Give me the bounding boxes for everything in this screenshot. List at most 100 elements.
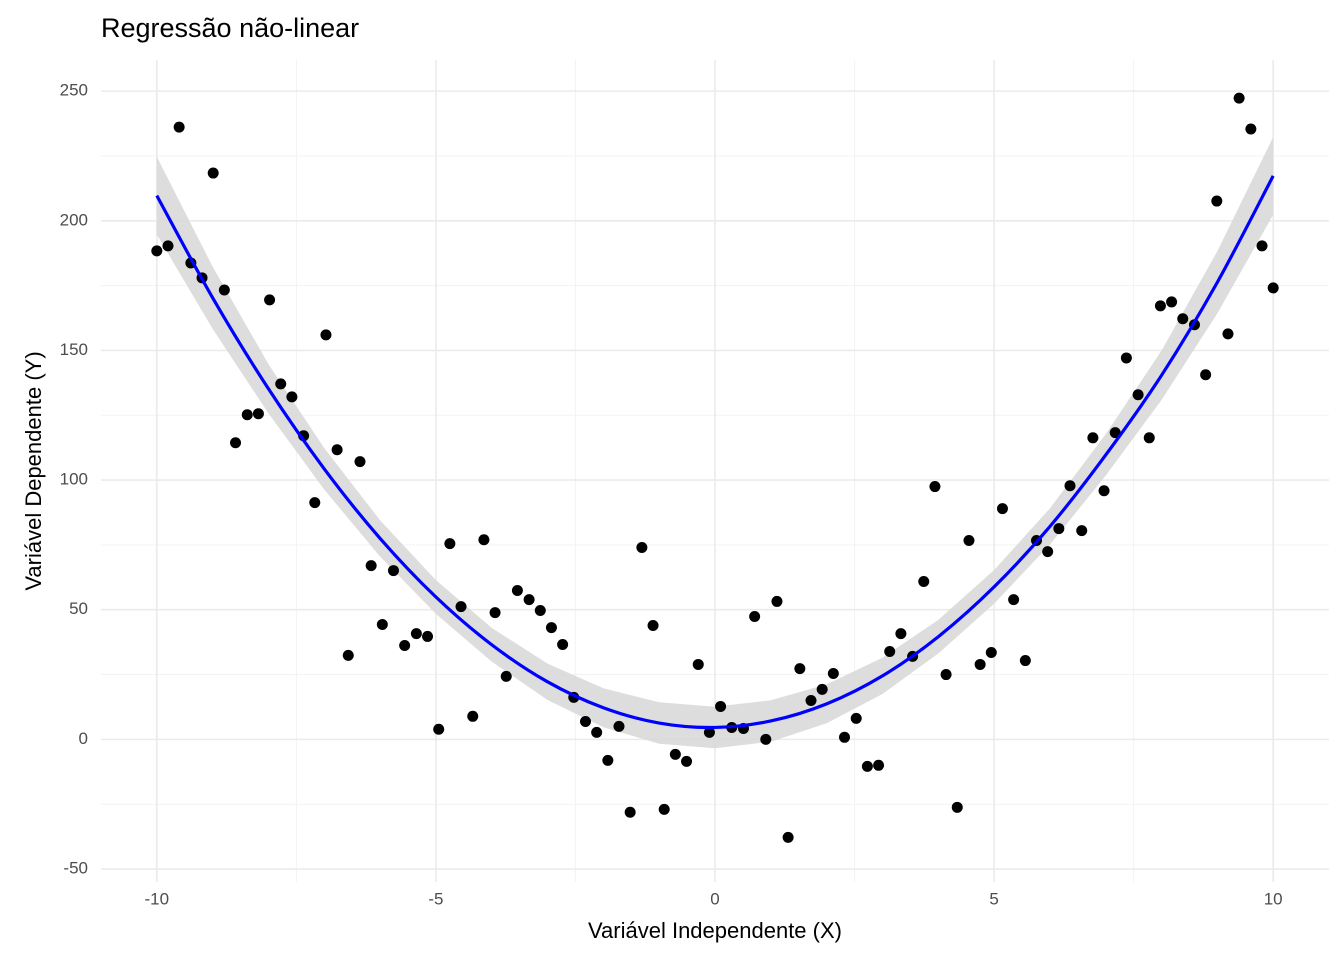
data-point (861, 760, 873, 772)
data-point (162, 240, 174, 252)
data-point (455, 601, 467, 613)
data-point (1245, 123, 1257, 135)
x-tick-label: -10 (145, 889, 170, 908)
y-tick-label: -50 (63, 859, 88, 878)
data-point (963, 534, 975, 546)
data-point (365, 560, 377, 572)
data-point (873, 759, 885, 771)
data-point (1166, 296, 1178, 308)
data-point (342, 649, 354, 661)
data-point (218, 284, 230, 296)
data-point (534, 605, 546, 617)
data-point (782, 831, 794, 843)
data-point (151, 245, 163, 257)
data-point (974, 658, 986, 670)
data-point (1087, 432, 1099, 444)
data-point (511, 585, 523, 597)
data-point (658, 803, 670, 815)
data-point (838, 731, 850, 743)
data-point (1008, 594, 1020, 606)
data-point (1256, 240, 1268, 252)
data-point (771, 595, 783, 607)
y-axis-title: Variável Dependente (Y) (21, 351, 46, 590)
data-point (681, 755, 693, 767)
data-point (399, 640, 411, 652)
data-point (1053, 523, 1065, 535)
data-point (1064, 480, 1076, 492)
data-point (1098, 485, 1110, 497)
data-point (580, 715, 592, 727)
data-point (1143, 432, 1155, 444)
y-tick-label: 200 (60, 210, 88, 229)
data-point (1109, 427, 1121, 439)
chart-title: Regressão não-linear (101, 13, 359, 43)
x-tick-label: 5 (989, 889, 998, 908)
data-point (1200, 369, 1212, 381)
data-point (1154, 300, 1166, 312)
data-point (252, 408, 264, 420)
data-point (230, 437, 242, 449)
data-point (422, 630, 434, 642)
data-point (884, 645, 896, 657)
x-tick-label: 10 (1264, 889, 1283, 908)
data-point (1222, 328, 1234, 340)
data-point (715, 700, 727, 712)
data-point (1177, 313, 1189, 325)
y-tick-label: 50 (69, 599, 88, 618)
data-point (951, 801, 963, 813)
data-point (918, 575, 930, 587)
data-point (286, 391, 298, 403)
data-point (647, 620, 659, 632)
data-point (1211, 195, 1223, 207)
data-point (387, 565, 399, 577)
data-point (173, 121, 185, 133)
data-point (1042, 546, 1054, 558)
data-point (624, 806, 636, 818)
data-point (1019, 655, 1031, 667)
data-point (996, 503, 1008, 515)
data-point (805, 694, 817, 706)
data-point (309, 497, 321, 509)
data-point (827, 668, 839, 680)
data-point (433, 723, 445, 735)
data-point (444, 538, 456, 550)
data-point (376, 619, 388, 631)
y-tick-label: 100 (60, 470, 88, 489)
data-point (636, 541, 648, 553)
data-point (354, 456, 366, 468)
data-point (760, 733, 772, 745)
data-point (478, 534, 490, 546)
data-point (241, 409, 253, 421)
data-point (895, 628, 907, 640)
data-point (467, 710, 479, 722)
x-tick-label: -5 (428, 889, 443, 908)
data-point (207, 167, 219, 179)
data-point (1233, 92, 1245, 104)
data-point (794, 663, 806, 675)
data-point (1120, 352, 1132, 364)
data-point (410, 628, 422, 640)
data-point (489, 607, 501, 619)
data-point (1132, 389, 1144, 401)
data-point (275, 378, 287, 390)
data-point (692, 658, 704, 670)
data-point (602, 754, 614, 766)
data-point (940, 669, 952, 681)
data-point (331, 444, 343, 456)
data-point (816, 683, 828, 695)
data-point (929, 481, 941, 493)
data-point (545, 622, 557, 634)
data-point (264, 294, 276, 306)
fit-line (155, 175, 1275, 730)
data-point (749, 610, 761, 622)
data-point (500, 670, 512, 682)
x-tick-label: 0 (710, 889, 719, 908)
x-axis-title: Variável Independente (X) (588, 918, 842, 943)
data-point (557, 638, 569, 650)
data-point (703, 726, 715, 738)
y-tick-label: 150 (60, 340, 88, 359)
data-point (669, 748, 681, 760)
data-point (613, 720, 625, 732)
